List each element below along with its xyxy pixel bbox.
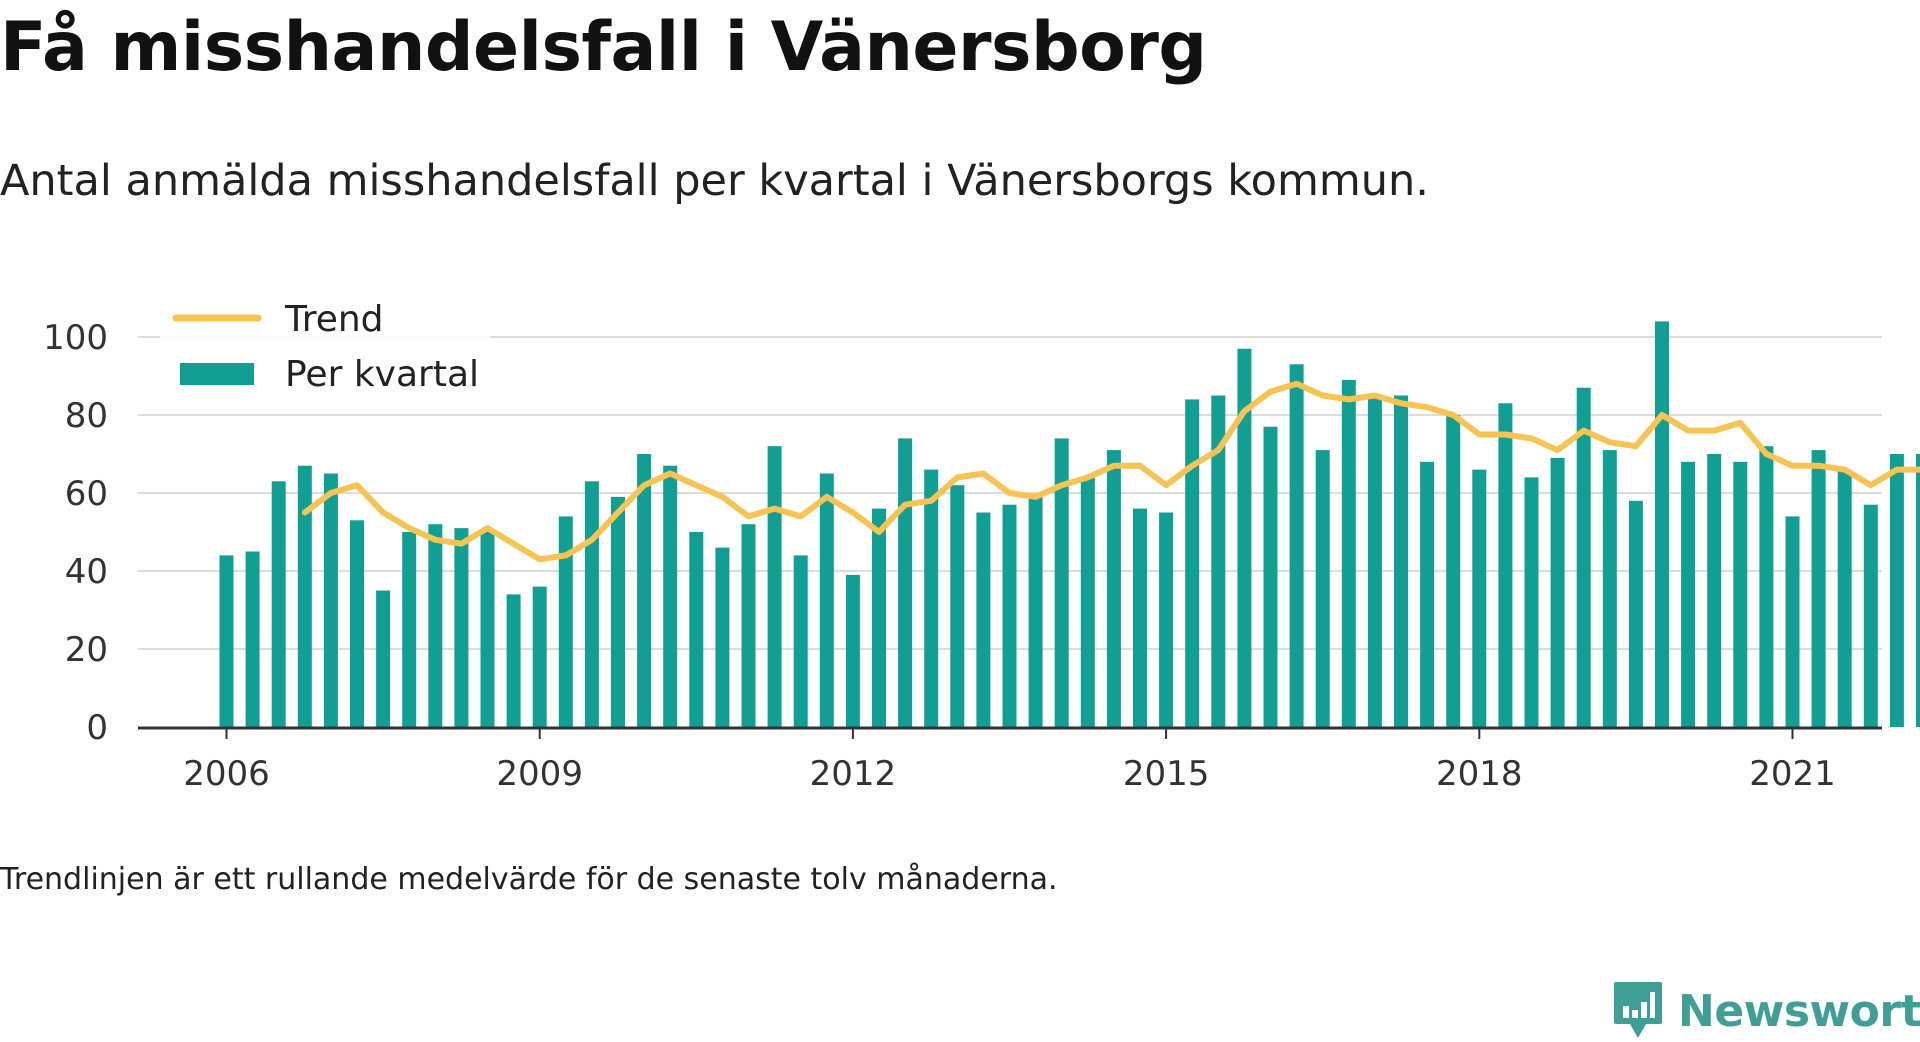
x-tick-label: 2015 <box>1123 754 1210 794</box>
y-tick-label: 80 <box>65 396 108 436</box>
bar <box>1577 388 1591 727</box>
bar <box>1368 396 1382 728</box>
bar <box>1081 477 1095 727</box>
bar <box>715 548 729 727</box>
bar <box>507 594 521 727</box>
bar <box>1316 450 1330 727</box>
bar <box>1786 516 1800 727</box>
bar <box>820 474 834 728</box>
bar <box>768 446 782 727</box>
bar <box>1003 505 1017 727</box>
bar <box>428 524 442 727</box>
bar <box>950 485 964 727</box>
bar <box>1629 501 1643 727</box>
bar <box>1864 505 1878 727</box>
bar <box>454 528 468 727</box>
bar <box>1185 399 1199 727</box>
x-tick-label: 2021 <box>1749 754 1836 794</box>
bar <box>611 497 625 727</box>
x-tick-label: 2006 <box>183 754 270 794</box>
bar <box>1159 513 1173 728</box>
bar <box>298 466 312 727</box>
bar <box>1290 364 1304 727</box>
bar <box>663 466 677 727</box>
bar <box>637 454 651 727</box>
x-tick-label: 2012 <box>810 754 897 794</box>
bar <box>272 481 286 727</box>
bar <box>1603 450 1617 727</box>
bar <box>376 591 390 728</box>
bar <box>533 587 547 727</box>
bar <box>220 555 234 727</box>
bar <box>246 552 260 728</box>
bar <box>1707 454 1721 727</box>
y-tick-label: 60 <box>65 474 108 514</box>
y-tick-label: 40 <box>65 552 108 592</box>
bar <box>689 532 703 727</box>
footnote: Trendlinjen är ett rullande medelvärde f… <box>0 862 1058 897</box>
bar <box>924 470 938 727</box>
bar <box>559 516 573 727</box>
bar <box>1681 462 1695 727</box>
bar <box>1394 396 1408 728</box>
bar <box>1264 427 1278 727</box>
bar <box>846 575 860 727</box>
x-tick-label: 2009 <box>496 754 583 794</box>
bar <box>1655 321 1669 727</box>
bar <box>402 532 416 727</box>
bar <box>1759 446 1773 727</box>
bar <box>1498 403 1512 727</box>
bar <box>872 509 886 727</box>
brand: Newsworthy <box>1612 980 1920 1042</box>
bar <box>350 520 364 727</box>
bar <box>1446 415 1460 727</box>
bar <box>1916 454 1920 727</box>
brand-name: Newsworthy <box>1678 986 1920 1037</box>
bar <box>585 481 599 727</box>
legend-bar-swatch <box>180 363 254 385</box>
bar <box>1420 462 1434 727</box>
bar <box>1107 450 1121 727</box>
legend-trend-label: Trend <box>284 299 384 340</box>
bar <box>1525 477 1539 727</box>
bar <box>976 513 990 728</box>
chart-plot: 0204060801002006200920122015201820212024… <box>0 260 1920 820</box>
chart-title: Få misshandelsfall i Vänersborg <box>0 8 1207 87</box>
bar <box>1838 470 1852 727</box>
y-tick-label: 100 <box>43 318 108 358</box>
bar <box>481 532 495 727</box>
bar <box>1551 458 1565 727</box>
bar <box>1812 450 1826 727</box>
legend-bar-label: Per kvartal <box>285 354 479 395</box>
bar <box>1890 454 1904 727</box>
y-tick-label: 0 <box>86 708 108 748</box>
bar <box>1029 497 1043 727</box>
bar <box>742 524 756 727</box>
bar <box>794 555 808 727</box>
newsworthy-logo-icon <box>1612 980 1664 1042</box>
bar <box>898 438 912 727</box>
legend: Trend Per kvartal <box>160 298 490 408</box>
bar <box>1472 470 1486 727</box>
y-tick-label: 20 <box>65 630 108 670</box>
chart-subtitle: Antal anmälda misshandelsfall per kvarta… <box>0 156 1429 206</box>
bar <box>324 474 338 728</box>
bar <box>1133 509 1147 727</box>
x-tick-label: 2018 <box>1436 754 1523 794</box>
bar <box>1733 462 1747 727</box>
bar <box>1342 380 1356 727</box>
